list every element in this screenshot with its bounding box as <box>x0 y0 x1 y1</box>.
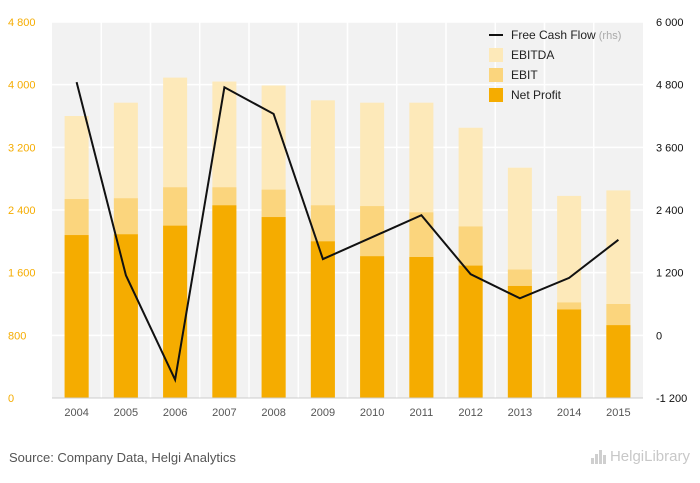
x-tick-label: 2011 <box>410 407 434 419</box>
bar-net-profit <box>360 256 385 398</box>
x-tick-label: 2014 <box>557 407 581 419</box>
x-tick-label: 2010 <box>360 407 384 419</box>
legend-symbol-net-profit <box>489 88 503 102</box>
bar-line-chart: 2004 2005 2006 2007 2008 2009 2010 2011 2012 2013… <box>8 17 687 419</box>
bar-net-profit <box>163 225 188 398</box>
line-free-cash-flow <box>75 81 620 384</box>
bar-net-profit <box>310 241 335 398</box>
legend-symbol-ebit <box>489 68 503 82</box>
library-icon <box>590 449 606 464</box>
legend-label-ebit: EBIT <box>511 68 538 82</box>
x-tick-label: 2009 <box>311 407 335 419</box>
x-tick-label: 2008 <box>261 407 285 419</box>
x-tick-label: 2012 <box>458 407 482 419</box>
legend-label-net-profit: Net Profit <box>511 88 562 102</box>
y-left-tick-label: 3 200 <box>8 142 36 154</box>
y-right-tick-label: 6 000 <box>656 17 684 29</box>
bar-net-profit <box>212 205 237 398</box>
bar-net-profit <box>261 217 286 398</box>
y-right-tick-label: 0 <box>656 330 662 342</box>
y-left-tick-label: 4 800 <box>8 17 36 29</box>
bar-net-profit <box>409 257 434 398</box>
brand-name: HelgiLibrary <box>609 448 690 465</box>
bar-net-profit <box>606 325 631 398</box>
x-tick-label: 2005 <box>114 407 138 419</box>
legend-symbol-ebitda <box>489 48 503 62</box>
y-left-tick-label: 800 <box>8 330 26 342</box>
y-right-tick-label: -1 200 <box>656 393 687 405</box>
bar-net-profit <box>113 234 138 398</box>
y-right-tick-label: 4 800 <box>656 80 684 92</box>
x-tick-label: 2006 <box>163 407 187 419</box>
y-left-tick-label: 0 <box>8 393 14 405</box>
legend-label-ebitda: EBITDA <box>511 48 554 62</box>
x-tick-label: 2013 <box>508 407 532 419</box>
y-left-tick-label: 2 400 <box>8 205 36 217</box>
bar-net-profit <box>507 285 532 398</box>
legend-label-free-cash-flow: Free Cash Flow (rhs) <box>511 28 621 42</box>
bar-net-profit <box>64 235 89 398</box>
x-tick-label: 2004 <box>64 407 88 419</box>
y-right-tick-label: 3 600 <box>656 142 684 154</box>
x-tick-label: 2007 <box>212 407 236 419</box>
source-note: Source: Company Data, Helgi Analytics <box>9 450 236 465</box>
brand-logo: HelgiLibrary <box>590 448 690 465</box>
bar-net-profit <box>458 265 483 398</box>
bar-net-profit <box>557 309 582 398</box>
legend-suffix: (rhs) <box>596 30 622 42</box>
x-tick-label: 2015 <box>606 407 630 419</box>
y-left-tick-label: 4 000 <box>8 80 36 92</box>
y-right-tick-label: 1 200 <box>656 268 684 280</box>
y-left-tick-label: 1 600 <box>8 268 36 280</box>
y-right-tick-label: 2 400 <box>656 205 684 217</box>
